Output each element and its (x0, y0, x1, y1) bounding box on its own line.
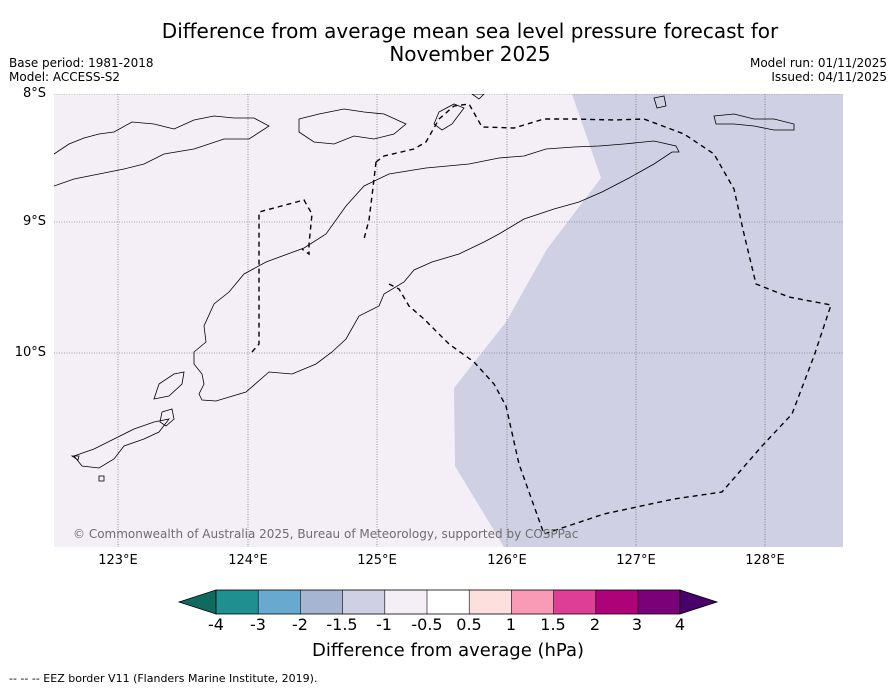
colorbar-tick-label: -3 (250, 615, 266, 634)
title-line-2: November 2025 (389, 42, 551, 66)
colorbar-tick-label: 3 (631, 615, 643, 634)
eez-borders (251, 103, 832, 535)
colorbar-title: Difference from average (hPa) (311, 640, 585, 661)
wetar-coastline (713, 113, 795, 131)
colorbar-tick-label: 1 (505, 615, 517, 634)
colorbar-bin-6 (427, 590, 470, 614)
colorbar-bin-9 (553, 590, 596, 614)
lat-label-8s: 8°S (22, 86, 46, 101)
colorbar-tick-label: 1.5 (540, 615, 566, 634)
colorbar-bin-2 (258, 590, 301, 614)
map-copyright: © Commonwealth of Australia 2025, Bureau… (73, 527, 578, 541)
sumba-coastline (54, 115, 270, 187)
colorbar-tick-label: -2 (292, 615, 308, 634)
lon-label-127e: 127°E (616, 553, 656, 568)
lon-label-123e: 123°E (98, 553, 138, 568)
colorbar-arrow-left (177, 589, 217, 615)
eez-border-west (363, 161, 377, 240)
map-panel: © Commonwealth of Australia 2025, Bureau… (54, 94, 843, 547)
eez-border-oecusse (251, 199, 313, 353)
colorbar-bin-11 (638, 590, 680, 614)
colorbar-tick-label: 2 (589, 615, 601, 634)
colorbar-frame (215, 589, 681, 615)
map-title: Difference from average mean sea level p… (120, 20, 820, 66)
lat-label-9s: 9°S (22, 214, 46, 229)
colorbar-bin-4 (342, 590, 385, 614)
coastlines (54, 94, 795, 482)
model-name: Model: ACCESS-S2 (9, 70, 121, 84)
lon-label-128e: 128°E (745, 553, 785, 568)
graticule (54, 94, 843, 547)
lon-label-125e: 125°E (357, 553, 397, 568)
lon-label-124e: 124°E (228, 553, 268, 568)
colorbar-tick-label: -4 (208, 615, 224, 634)
title-line-1: Difference from average mean sea level p… (161, 19, 779, 43)
atauro-coastline (653, 95, 667, 109)
colorbar-tick-label: -1.5 (326, 615, 358, 634)
colorbar-tick-label: 0.5 (456, 615, 482, 634)
timor-coastline (193, 140, 680, 402)
colorbar-bin-7 (469, 590, 512, 614)
colorbar-bin-10 (595, 590, 638, 614)
colorbar-dividers (257, 590, 639, 614)
issued-date: Issued: 04/11/2025 (771, 70, 887, 84)
rote-island-coastline (153, 371, 185, 400)
lon-label-126e: 126°E (487, 553, 527, 568)
colorbar-bin-5 (384, 590, 427, 614)
colorbar-tick-label: -0.5 (411, 615, 443, 634)
small-islet-sawu (98, 475, 105, 482)
run-info: Model run: 01/11/2025 Issued: 04/11/2025 (750, 56, 887, 84)
colorbar-bin-8 (511, 590, 554, 614)
eez-footnote: -- -- -- EEZ border V11 (Flanders Marine… (9, 672, 318, 685)
model-info: Base period: 1981-2018 Model: ACCESS-S2 (9, 56, 154, 84)
model-run: Model run: 01/11/2025 (749, 56, 887, 70)
darker-pressure-region (454, 94, 843, 547)
colorbar-tick-label: 4 (674, 615, 686, 634)
colorbar-arrow-right (679, 589, 719, 615)
sawu-coastline (73, 418, 170, 469)
flores-coastline (298, 108, 407, 145)
lat-label-10s: 10°S (14, 345, 46, 360)
small-islet-north (471, 94, 485, 100)
colorbar-tick-label: -1 (376, 615, 392, 634)
eez-border-timor (388, 283, 545, 535)
map-svg: © Commonwealth of Australia 2025, Bureau… (54, 94, 843, 547)
alor-coastline (433, 103, 465, 131)
colorbar-bin-1 (216, 590, 259, 614)
colorbar-bin-3 (300, 590, 343, 614)
base-period: Base period: 1981-2018 (9, 56, 154, 70)
raijua-coastline (70, 455, 80, 461)
